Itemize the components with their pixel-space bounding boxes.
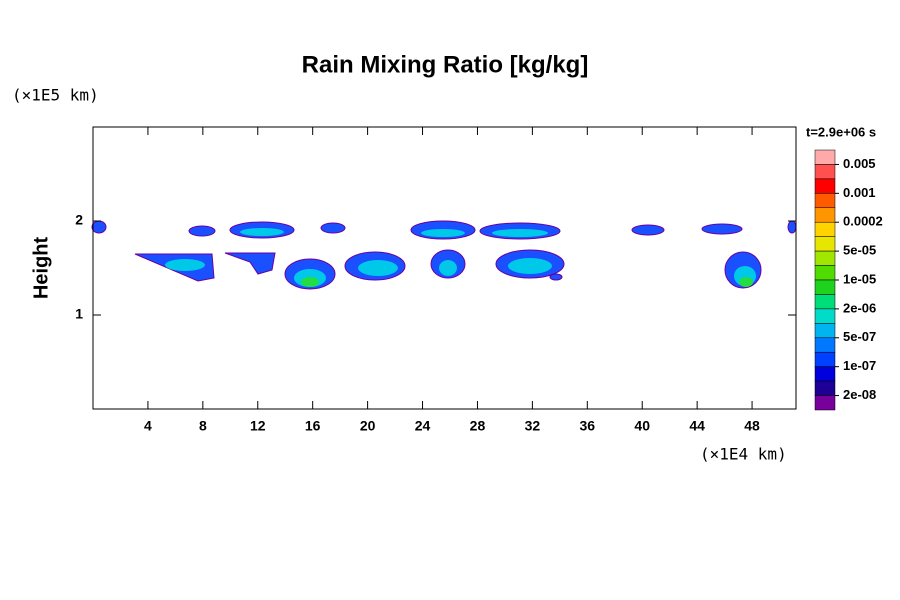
colorbar-box <box>814 149 836 165</box>
colorbar-box <box>814 308 836 324</box>
rain-core-region <box>301 277 319 287</box>
colorbar-box <box>814 366 836 382</box>
colorbar-box <box>814 265 836 281</box>
colorbar-label: 0.005 <box>843 156 876 171</box>
colorbar-label: 2e-08 <box>843 387 876 402</box>
rain-region <box>188 225 216 237</box>
x-tick-label: 12 <box>250 418 266 434</box>
y-unit: (×1E5 km) <box>12 86 99 105</box>
colorbar-box <box>814 351 836 367</box>
rain-region <box>631 224 665 236</box>
y-tick-label: 1 <box>75 306 83 322</box>
rain-region <box>701 223 743 235</box>
colorbar-box <box>814 207 836 223</box>
colorbar-box <box>814 380 836 396</box>
x-tick-label: 32 <box>525 418 541 434</box>
y-tick-label: 2 <box>75 212 83 228</box>
chart-title: Rain Mixing Ratio [kg/kg] <box>302 51 589 78</box>
rain-region <box>549 273 563 281</box>
x-tick-label: 16 <box>305 418 321 434</box>
x-tick-label: 28 <box>470 418 486 434</box>
colorbar-box <box>814 193 836 209</box>
colorbar-label: 5e-05 <box>843 243 876 258</box>
rain-core-region <box>240 228 284 236</box>
colorbar-box <box>814 294 836 310</box>
time-label: t=2.9e+06 s <box>806 124 876 139</box>
rain-core-region <box>508 258 552 274</box>
x-tick-label: 8 <box>199 418 207 434</box>
rain-core-region <box>358 260 398 276</box>
colorbar-box <box>814 337 836 353</box>
x-tick-label: 36 <box>580 418 596 434</box>
y-axis-label: Height <box>30 237 52 300</box>
colorbar-label: 1e-07 <box>843 358 876 373</box>
x-tick-label: 40 <box>634 418 650 434</box>
rain-core <box>165 228 756 287</box>
colorbar-label: 5e-07 <box>843 329 876 344</box>
colorbar-label: 2e-06 <box>843 300 876 315</box>
colorbar-box <box>814 178 836 194</box>
plot-frame <box>92 126 797 410</box>
colorbar-box <box>814 221 836 237</box>
x-unit: (×1E4 km) <box>700 445 787 464</box>
rain-core-region <box>739 277 753 287</box>
x-tick-label: 4 <box>144 418 152 434</box>
rain-core-region <box>421 229 465 237</box>
rain-region <box>91 220 107 234</box>
colorbar-box <box>814 395 836 411</box>
rain-region <box>787 220 797 234</box>
colorbar-label: 0.001 <box>843 185 876 200</box>
x-tick-label: 44 <box>689 418 705 434</box>
rain-core-region <box>492 229 548 237</box>
colorbar-box <box>814 250 836 266</box>
rain-region <box>224 252 276 275</box>
colorbar-box <box>814 236 836 252</box>
colorbar-box <box>814 164 836 180</box>
rain-region <box>320 222 346 234</box>
colorbar-box <box>814 323 836 339</box>
colorbar-label: 0.0002 <box>843 214 883 229</box>
x-tick-label: 48 <box>744 418 760 434</box>
colorbar-box <box>814 279 836 295</box>
rain-core-region <box>439 260 457 276</box>
colorbar-label: 1e-05 <box>843 271 876 286</box>
x-tick-label: 24 <box>415 418 431 434</box>
x-tick-label: 20 <box>360 418 376 434</box>
rain-core-region <box>165 259 205 271</box>
